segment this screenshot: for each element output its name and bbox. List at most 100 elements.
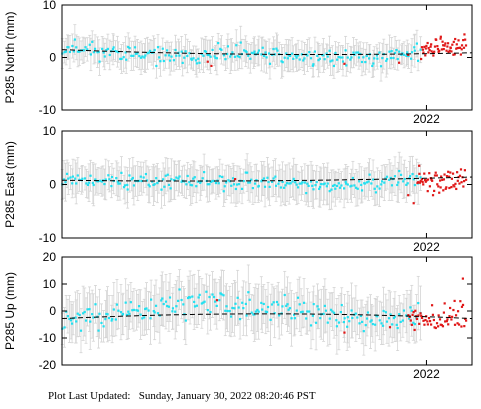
x-axis: 2022	[413, 257, 440, 381]
data-point	[365, 181, 368, 184]
data-point	[277, 303, 280, 306]
y-tick-label: 0	[49, 51, 56, 65]
data-point	[438, 49, 441, 52]
data-point	[332, 64, 336, 68]
data-point	[398, 61, 401, 64]
data-point	[306, 54, 309, 57]
data-point	[147, 309, 150, 312]
data-point	[446, 318, 449, 321]
data-point	[141, 317, 144, 320]
data-point	[412, 310, 415, 314]
data-point	[295, 183, 298, 186]
data-point	[337, 55, 340, 59]
y-tick-label: 0	[49, 178, 56, 192]
data-point	[378, 319, 381, 322]
data-point	[257, 49, 261, 52]
data-point	[91, 313, 94, 316]
data-point	[190, 184, 194, 187]
data-point	[131, 176, 134, 180]
data-point	[247, 291, 250, 294]
data-point	[126, 183, 129, 187]
data-point	[195, 62, 198, 65]
data-point	[92, 316, 95, 319]
data-point	[345, 64, 348, 67]
data-point	[423, 45, 426, 48]
data-point	[153, 311, 156, 314]
data-point	[463, 325, 466, 328]
data-point	[406, 182, 409, 185]
data-point	[396, 57, 399, 61]
data-point	[461, 277, 464, 280]
data-point	[256, 51, 260, 54]
data-point	[224, 58, 227, 61]
data-point	[134, 52, 137, 55]
data-point	[411, 172, 414, 176]
data-point	[191, 295, 194, 298]
data-point	[66, 315, 69, 318]
data-point	[430, 50, 433, 53]
data-point	[132, 308, 136, 312]
data-point	[437, 325, 440, 328]
data-point	[318, 57, 321, 60]
data-point	[289, 182, 292, 185]
data-point	[193, 305, 197, 308]
data-point	[110, 184, 113, 188]
data-point	[92, 183, 95, 187]
data-point	[203, 171, 206, 174]
data-point	[144, 172, 148, 176]
data-point	[287, 308, 290, 311]
data-point	[311, 64, 314, 67]
data-point	[254, 310, 257, 313]
data-point	[212, 179, 215, 183]
data-point	[371, 323, 374, 326]
data-point	[280, 60, 283, 63]
data-point	[198, 293, 201, 296]
data-point	[397, 181, 400, 184]
data-point	[196, 180, 199, 183]
data-point	[197, 57, 200, 60]
data-point	[171, 310, 174, 313]
data-point	[425, 179, 428, 182]
data-point	[435, 174, 438, 177]
data-point	[311, 314, 315, 317]
data-point	[84, 319, 88, 322]
data-point	[256, 308, 259, 312]
data-point	[328, 49, 331, 52]
data-point	[331, 59, 334, 62]
data-point	[143, 56, 146, 59]
data-point	[142, 176, 145, 179]
data-point	[401, 52, 404, 55]
data-point	[288, 182, 291, 185]
data-point	[160, 299, 163, 302]
data-point	[402, 309, 406, 312]
data-point	[229, 315, 233, 318]
data-point	[233, 55, 236, 58]
data-point	[341, 60, 345, 63]
data-point	[371, 178, 375, 181]
data-point	[420, 314, 423, 317]
data-point	[296, 296, 300, 299]
data-point	[152, 309, 155, 313]
data-point	[82, 312, 85, 315]
data-point	[74, 316, 77, 319]
data-point	[435, 38, 438, 41]
data-point	[326, 55, 329, 58]
data-point	[124, 301, 127, 304]
data-point	[171, 307, 175, 310]
data-point	[324, 309, 327, 312]
data-point	[67, 46, 70, 49]
data-point	[457, 39, 460, 42]
data-point	[146, 52, 149, 55]
data-point	[413, 49, 416, 52]
data-point	[329, 60, 332, 63]
data-point	[320, 183, 323, 186]
data-point	[96, 51, 99, 54]
data-point	[436, 183, 439, 186]
data-point	[441, 178, 444, 181]
data-point	[267, 52, 271, 55]
data-point	[344, 49, 347, 52]
data-point	[346, 183, 349, 186]
data-point	[340, 184, 343, 187]
data-point	[96, 180, 100, 183]
data-point	[194, 59, 198, 62]
